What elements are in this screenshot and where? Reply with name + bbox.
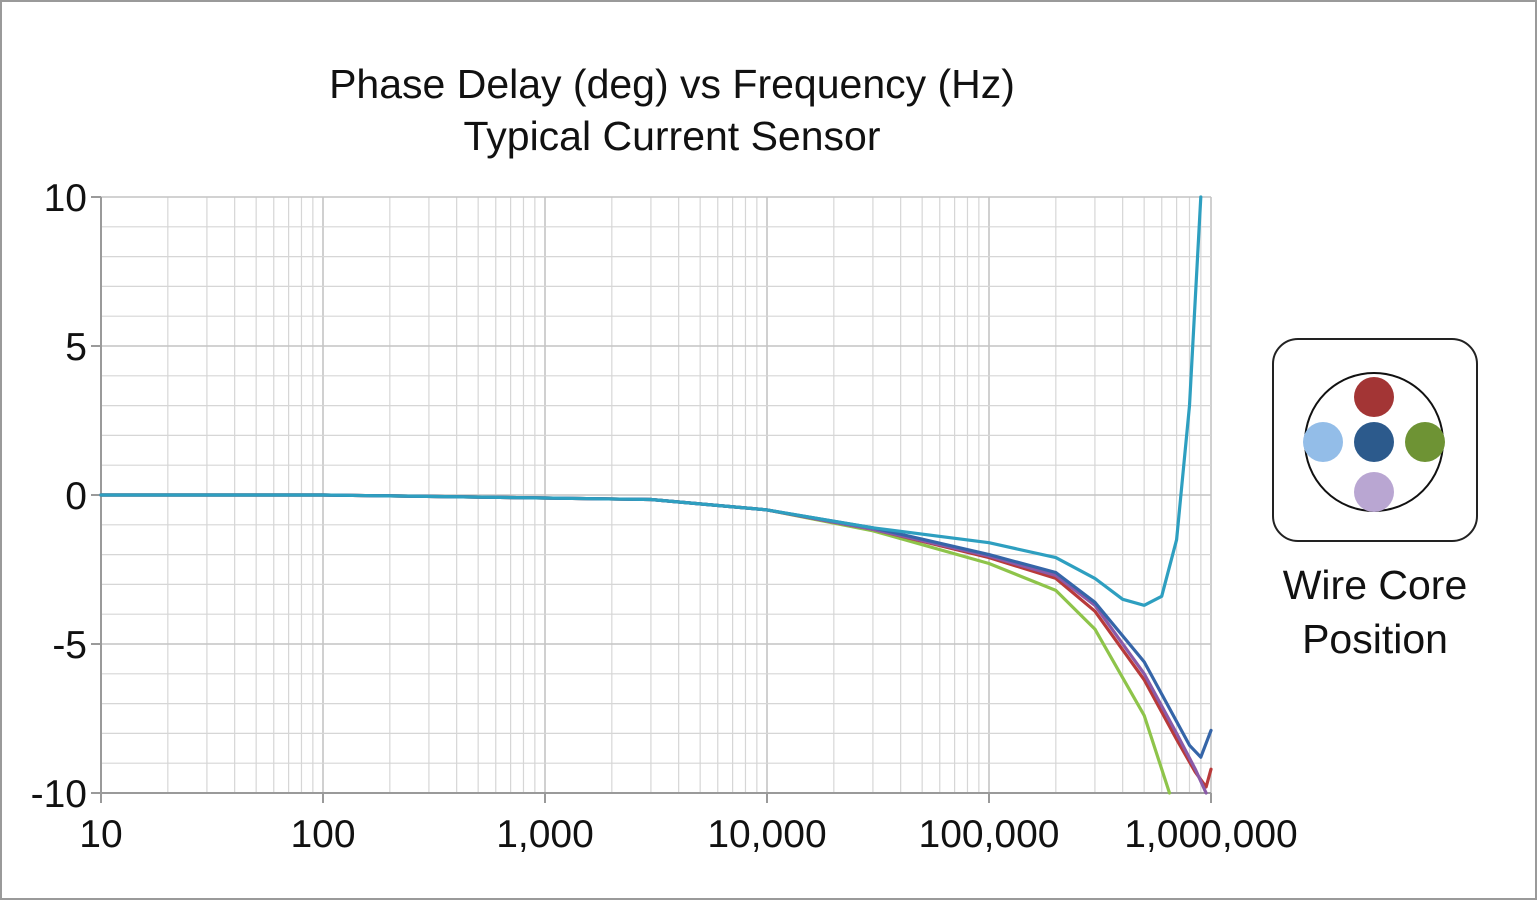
x-tick-label: 10 bbox=[79, 813, 122, 856]
x-tick-label: 1,000,000 bbox=[1124, 813, 1298, 856]
series-line bbox=[99, 493, 1213, 789]
wire-core-legend bbox=[1272, 338, 1478, 542]
x-tick-label: 10,000 bbox=[707, 813, 826, 856]
dot-right bbox=[1405, 422, 1445, 462]
y-tick-label: -10 bbox=[31, 773, 87, 816]
chart-subtitle: Typical Current Sensor bbox=[463, 113, 880, 159]
chart-title: Phase Delay (deg) vs Frequency (Hz) bbox=[329, 61, 1015, 107]
y-tick-label: 0 bbox=[65, 475, 87, 518]
y-tick-label: 10 bbox=[44, 177, 87, 220]
x-tick-label: 1,000 bbox=[496, 813, 594, 856]
series-line bbox=[99, 493, 1213, 759]
y-tick-label: 5 bbox=[65, 326, 87, 369]
series-layer bbox=[99, 195, 1213, 795]
dot-left bbox=[1303, 422, 1343, 462]
wire-core-diagram bbox=[1303, 372, 1445, 512]
dot-bottom bbox=[1354, 472, 1394, 512]
series-line bbox=[99, 195, 1203, 607]
y-tick-label: -5 bbox=[52, 624, 87, 667]
legend-label-line1: Wire Core bbox=[1282, 562, 1468, 608]
x-tick-label: 100,000 bbox=[919, 813, 1060, 856]
dot-top bbox=[1354, 377, 1394, 417]
dot-center bbox=[1354, 422, 1394, 462]
legend-label-line2: Position bbox=[1302, 616, 1448, 662]
x-tick-label: 100 bbox=[290, 813, 355, 856]
